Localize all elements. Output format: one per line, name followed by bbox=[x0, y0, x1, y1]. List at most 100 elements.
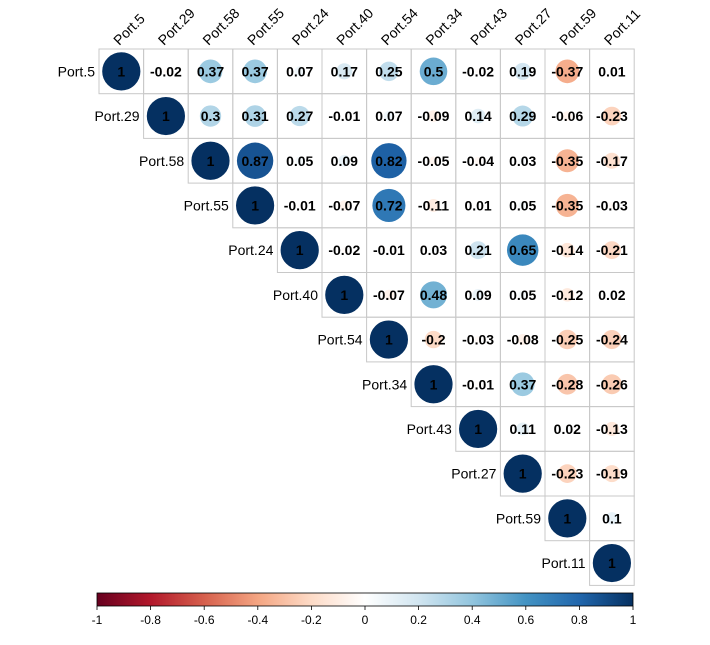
row-label-Port.29: Port.29 bbox=[94, 108, 139, 124]
corr-circle-Port.24-Port.43 bbox=[469, 241, 488, 260]
corr-circle-Port.34-Port.34 bbox=[413, 364, 454, 405]
corr-circle-Port.58-Port.34 bbox=[429, 156, 438, 166]
row-label-Port.5: Port.5 bbox=[58, 63, 96, 79]
corr-value-Port.34-Port.11: -0.26 bbox=[596, 376, 628, 392]
circle-layer bbox=[101, 51, 632, 583]
row-label-Port.43: Port.43 bbox=[407, 421, 452, 437]
corr-value-Port.29-Port.40: -0.01 bbox=[328, 108, 360, 124]
corr-circle-Port.43-Port.27 bbox=[516, 422, 530, 436]
col-label-Port.59: Port.59 bbox=[556, 5, 599, 48]
corr-circle-Port.55-Port.40 bbox=[339, 200, 350, 211]
corr-value-Port.54-Port.43: -0.03 bbox=[462, 332, 494, 348]
corr-value-Port.54-Port.54: 1 bbox=[385, 332, 393, 348]
corr-circle-Port.58-Port.43 bbox=[474, 156, 482, 165]
corr-circle-Port.24-Port.34 bbox=[430, 246, 437, 254]
corr-circle-Port.58-Port.58 bbox=[190, 140, 231, 181]
corr-value-Port.24-Port.34: 0.03 bbox=[420, 242, 447, 258]
corr-circle-Port.34-Port.43 bbox=[476, 382, 481, 387]
corr-circle-Port.34-Port.59 bbox=[556, 373, 578, 395]
corr-circle-Port.34-Port.11 bbox=[601, 374, 622, 395]
corr-circle-Port.27-Port.11 bbox=[603, 465, 621, 483]
corr-value-Port.5-Port.58: 0.37 bbox=[197, 63, 224, 79]
corr-circle-Port.5-Port.43 bbox=[475, 68, 481, 75]
corr-value-Port.55-Port.43: 0.01 bbox=[464, 197, 491, 213]
corr-circle-Port.5-Port.59 bbox=[555, 59, 580, 84]
colorbar-tick-label: 0.2 bbox=[410, 613, 427, 627]
corr-circle-Port.29-Port.58 bbox=[199, 105, 222, 127]
corr-value-Port.34-Port.43: -0.01 bbox=[462, 376, 494, 392]
corr-circle-Port.54-Port.59 bbox=[557, 329, 578, 350]
corr-value-Port.34-Port.27: 0.37 bbox=[509, 376, 536, 392]
col-label-Port.34: Port.34 bbox=[422, 5, 465, 48]
col-label-Port.40: Port.40 bbox=[333, 5, 376, 48]
corr-value-Port.54-Port.27: -0.08 bbox=[507, 332, 539, 348]
corr-circle-Port.29-Port.11 bbox=[602, 106, 622, 126]
corr-value-Port.58-Port.43: -0.04 bbox=[462, 153, 494, 169]
corr-circle-Port.29-Port.29 bbox=[145, 96, 186, 136]
corr-value-Port.55-Port.24: -0.01 bbox=[284, 197, 316, 213]
colorbar-tick-label: -0.6 bbox=[194, 613, 215, 627]
row-label-Port.59: Port.59 bbox=[496, 510, 541, 526]
corr-circle-Port.29-Port.40 bbox=[342, 114, 347, 119]
corr-circle-Port.58-Port.59 bbox=[555, 149, 579, 173]
colorbar-tick-label: -1 bbox=[92, 613, 103, 627]
corr-value-Port.55-Port.59: -0.35 bbox=[551, 197, 583, 213]
corr-circle-Port.40-Port.54 bbox=[383, 289, 395, 301]
corr-value-Port.27-Port.11: -0.19 bbox=[596, 466, 628, 482]
corr-circle-Port.5-Port.34 bbox=[419, 57, 448, 86]
corr-value-Port.5-Port.5: 1 bbox=[117, 63, 125, 79]
corr-value-Port.40-Port.34: 0.48 bbox=[420, 287, 447, 303]
corr-circle-Port.5-Port.5 bbox=[101, 51, 142, 92]
corr-circle-Port.11-Port.11 bbox=[592, 543, 632, 583]
col-label-layer: Port.5 Port.29 Port.58 Port.55 Port.24 Port.4… bbox=[110, 5, 643, 48]
corr-circle-Port.5-Port.24 bbox=[294, 66, 305, 77]
corr-value-Port.24-Port.54: -0.01 bbox=[373, 242, 405, 258]
corr-circle-Port.5-Port.27 bbox=[514, 62, 532, 80]
corr-circle-Port.55-Port.34 bbox=[427, 198, 440, 212]
corr-value-Port.29-Port.58: 0.3 bbox=[201, 108, 221, 124]
corr-value-Port.5-Port.11: 0.01 bbox=[598, 63, 625, 79]
corr-circle-Port.29-Port.24 bbox=[289, 105, 310, 127]
corr-value-Port.40-Port.27: 0.05 bbox=[509, 287, 536, 303]
corr-value-Port.5-Port.40: 0.17 bbox=[331, 63, 358, 79]
corr-value-Port.29-Port.29: 1 bbox=[162, 108, 170, 124]
corr-circle-Port.43-Port.11 bbox=[604, 421, 619, 436]
corr-circle-Port.34-Port.27 bbox=[510, 372, 535, 397]
corr-circle-Port.24-Port.59 bbox=[560, 242, 575, 258]
corr-value-Port.29-Port.55: 0.31 bbox=[241, 108, 268, 124]
corr-value-Port.5-Port.29: -0.02 bbox=[150, 63, 182, 79]
corr-circle-Port.40-Port.27 bbox=[518, 290, 528, 300]
corr-value-Port.40-Port.40: 1 bbox=[340, 287, 348, 303]
corr-circle-Port.29-Port.59 bbox=[562, 111, 573, 121]
corr-value-Port.55-Port.55: 1 bbox=[251, 197, 259, 213]
corr-circle-Port.24-Port.54 bbox=[386, 248, 391, 253]
col-label-Port.58: Port.58 bbox=[199, 5, 242, 48]
corr-value-Port.24-Port.24: 1 bbox=[296, 242, 304, 258]
corr-circle-Port.55-Port.27 bbox=[518, 201, 528, 210]
colorbar-tick-label: 0 bbox=[362, 613, 369, 627]
corr-circle-Port.55-Port.11 bbox=[608, 202, 616, 209]
corr-value-Port.5-Port.54: 0.25 bbox=[375, 63, 402, 79]
corr-value-Port.24-Port.11: -0.21 bbox=[596, 242, 628, 258]
corr-value-Port.5-Port.59: -0.37 bbox=[551, 63, 583, 79]
corr-value-Port.59-Port.59: 1 bbox=[563, 510, 571, 526]
corr-circle-Port.40-Port.43 bbox=[472, 289, 484, 301]
corr-value-Port.43-Port.43: 1 bbox=[474, 421, 482, 437]
corr-circle-Port.5-Port.11 bbox=[609, 69, 614, 74]
colorbar: -1 -0.8 -0.6 -0.4 -0.2 0 0.2 0.4 0.6 0.8 1 bbox=[92, 592, 637, 627]
corr-circle-Port.29-Port.55 bbox=[244, 105, 266, 127]
corr-value-Port.58-Port.11: -0.17 bbox=[596, 153, 628, 169]
corr-value-Port.58-Port.24: 0.05 bbox=[286, 153, 313, 169]
corr-value-Port.24-Port.43: 0.21 bbox=[464, 242, 491, 258]
corr-circle-Port.29-Port.27 bbox=[512, 105, 534, 127]
row-label-Port.54: Port.54 bbox=[317, 332, 362, 348]
col-label-Port.5: Port.5 bbox=[110, 10, 148, 48]
colorbar-tick-label: -0.2 bbox=[301, 613, 322, 627]
corr-circle-Port.43-Port.59 bbox=[564, 426, 571, 432]
corr-circle-Port.5-Port.54 bbox=[379, 61, 399, 82]
corr-value-Port.29-Port.54: 0.07 bbox=[375, 108, 402, 124]
row-label-Port.24: Port.24 bbox=[228, 242, 273, 258]
corr-value-Port.54-Port.34: -0.2 bbox=[421, 332, 445, 348]
corr-circle-Port.58-Port.24 bbox=[295, 156, 305, 166]
